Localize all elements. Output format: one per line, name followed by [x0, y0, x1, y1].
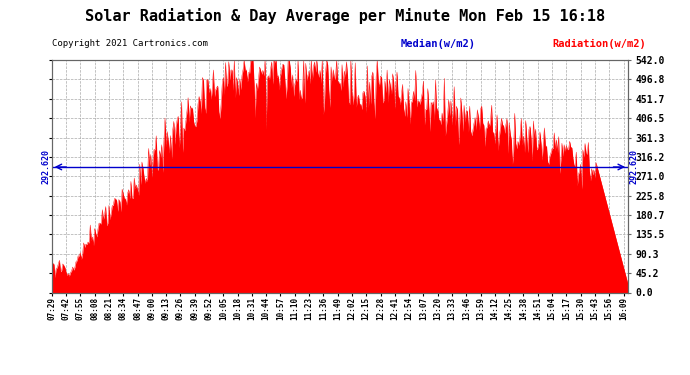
Text: Solar Radiation & Day Average per Minute Mon Feb 15 16:18: Solar Radiation & Day Average per Minute…	[85, 8, 605, 24]
Text: 292.620: 292.620	[41, 150, 50, 184]
Text: Radiation(w/m2): Radiation(w/m2)	[552, 39, 646, 50]
Text: 292.620: 292.620	[629, 150, 638, 184]
Text: Median(w/m2): Median(w/m2)	[400, 39, 475, 50]
Text: Copyright 2021 Cartronics.com: Copyright 2021 Cartronics.com	[52, 39, 208, 48]
